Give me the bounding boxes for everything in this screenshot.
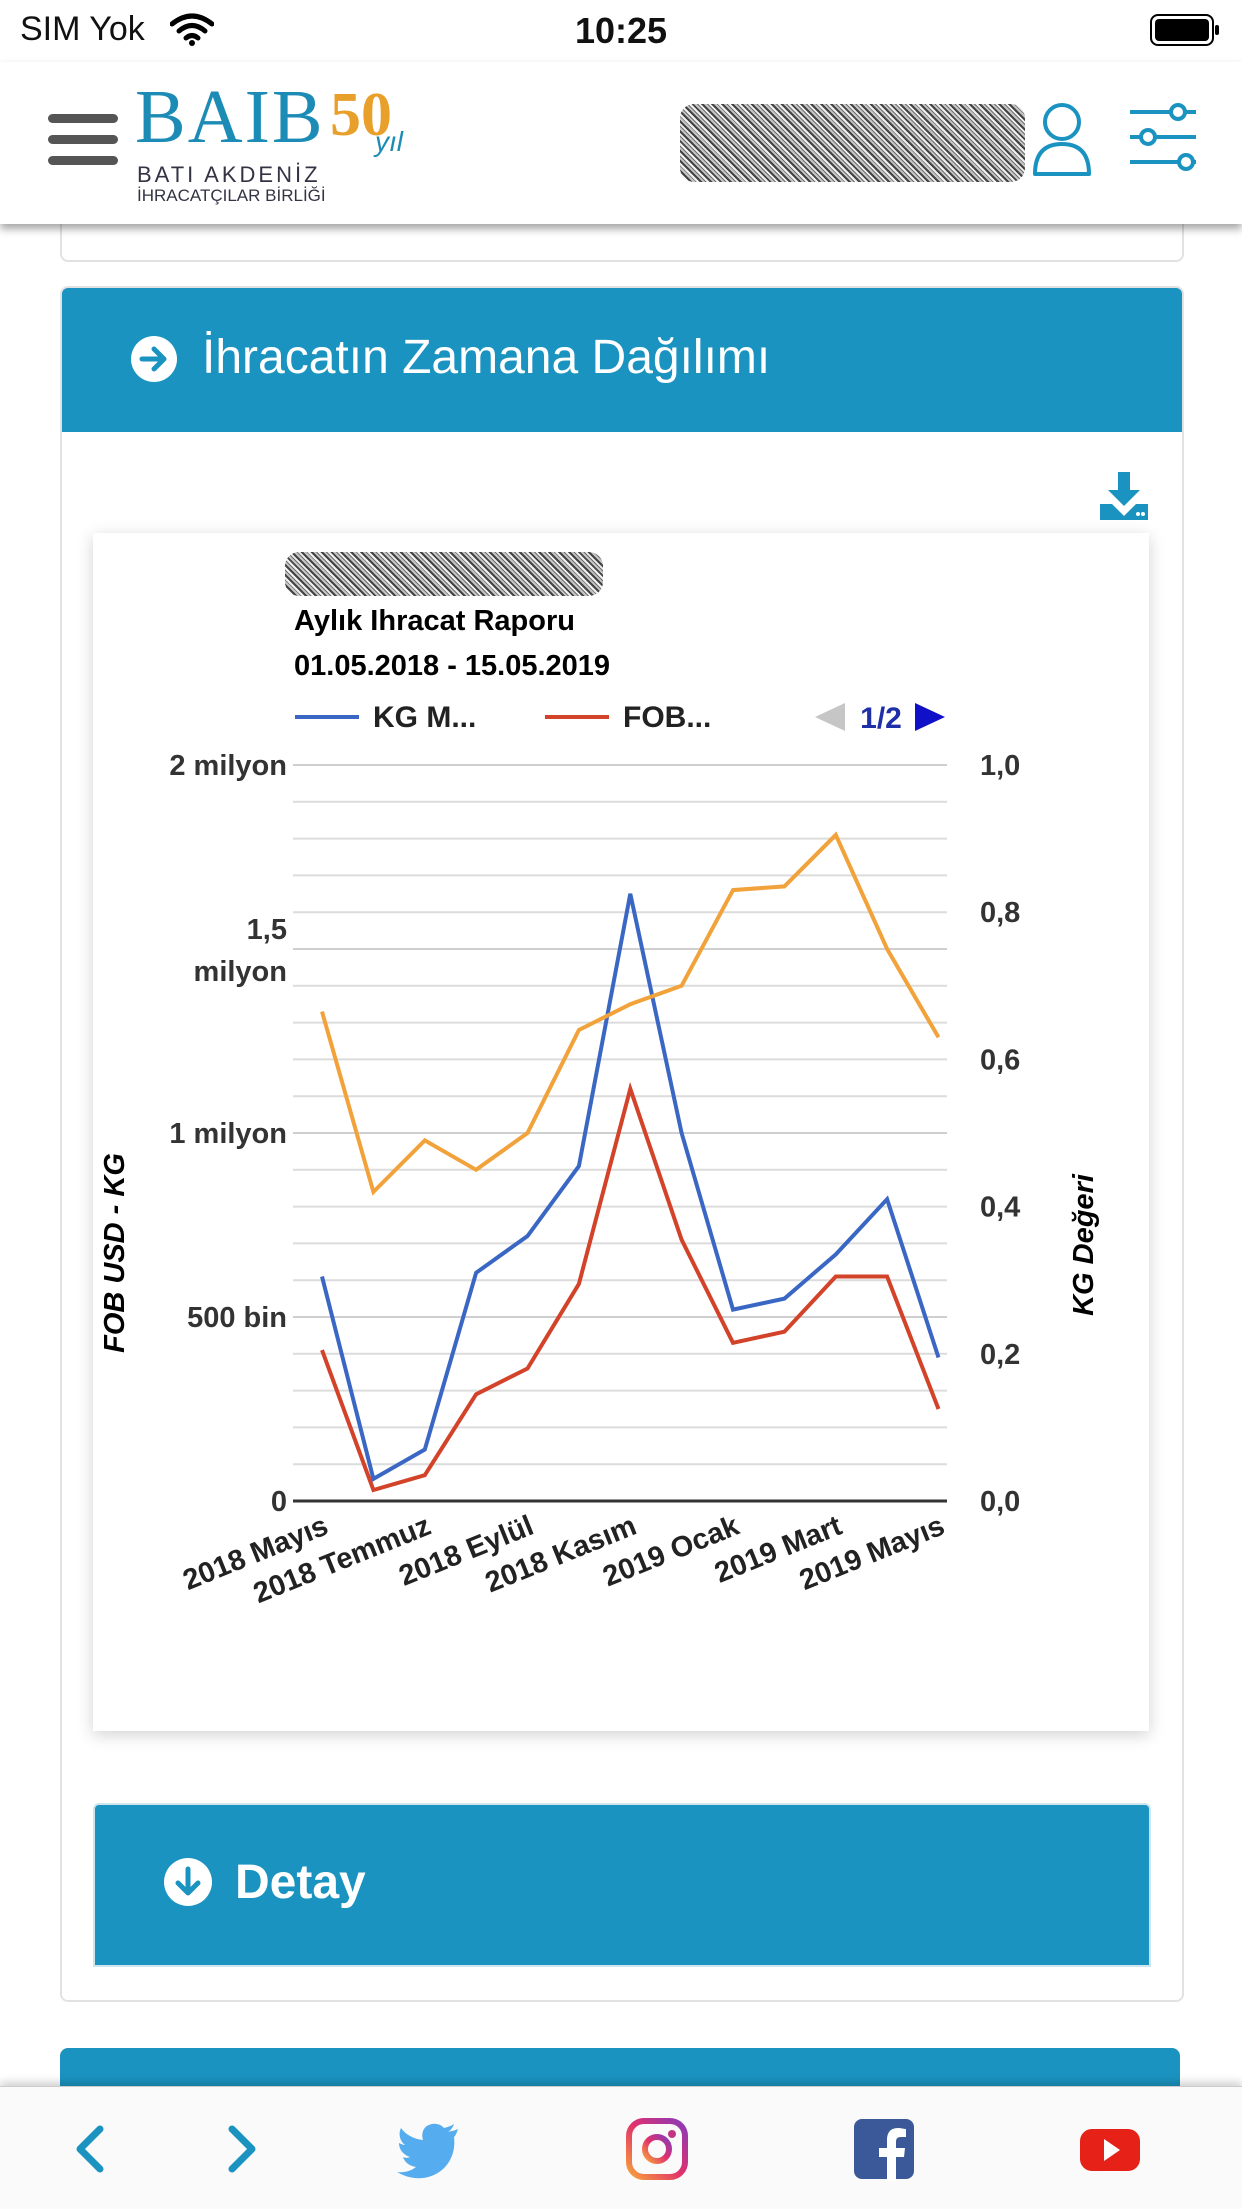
legend-page-indicator: 1/2 [860,702,902,735]
legend-prev-icon[interactable] [815,703,845,731]
export-line-chart: Aylık Ihracat Raporu 01.05.2018 - 15.05.… [99,605,1100,1610]
y-tick-label: 1 milyon [169,1118,287,1150]
y2-tick-label: 0,2 [980,1339,1020,1371]
logo-line1: BATI AKDENİZ [137,162,321,187]
card-header[interactable]: İhracatın Zamana Dağılımı [62,288,1182,432]
redacted-username [680,104,1025,182]
logo-line2: İHRACATÇILAR BİRLİĞİ [137,186,326,205]
logo-yil: yıl [375,126,403,157]
legend-item: KG M... [373,701,476,734]
wifi-icon [170,13,214,46]
back-chevron-icon[interactable] [60,2117,124,2181]
y-tick-label: 2 milyon [169,750,287,782]
chart-legend: KG M... FOB... 1/2 [295,701,945,735]
series-line-2 [320,831,941,1196]
forward-chevron-icon[interactable] [208,2117,272,2181]
card-title: İhracatın Zamana Dağılımı [202,331,771,384]
download-icon[interactable] [1098,470,1150,522]
arrow-down-circle-icon [164,1858,212,1906]
instagram-icon[interactable] [625,2117,689,2181]
chart-subtitle: 01.05.2018 - 15.05.2019 [294,650,610,682]
y-tick-label: 500 bin [187,1302,287,1334]
app-header: BAIB 50 yıl BATI AKDENİZ İHRACATÇILAR Bİ… [0,62,1242,224]
y-tick-label: 0 [271,1486,287,1518]
filter-sliders-icon[interactable] [1128,102,1198,172]
detay-toggle[interactable]: Detay [93,1803,1151,1967]
carrier-label: SIM Yok [20,10,145,48]
chart-series [320,831,941,1493]
chart-title: Aylık Ihracat Raporu [294,605,575,637]
y2-tick-label: 0,0 [980,1486,1020,1518]
user-icon[interactable] [1030,98,1094,178]
previous-card-edge [60,200,1184,262]
y-tick-label: 1,5 milyon [194,914,287,988]
legend-next-icon[interactable] [915,703,945,731]
arrow-right-circle-icon [131,336,177,382]
twitter-icon[interactable] [396,2117,460,2181]
battery-icon [1150,14,1219,46]
y2-tick-label: 1,0 [980,750,1020,782]
y-axis-ticks: 2 milyon 1,5 milyon 1 milyon 500 bin 0 [169,750,287,1518]
y-axis-label: FOB USD - KG [99,1153,131,1353]
logo-main-text: BAIB [135,75,325,159]
detay-label: Detay [235,1856,366,1909]
y2-tick-label: 0,4 [980,1192,1020,1224]
legend-item: FOB... [623,701,711,734]
baib-logo[interactable]: BAIB 50 yıl BATI AKDENİZ İHRACATÇILAR Bİ… [135,72,425,212]
logo-50: 50 [330,81,392,149]
bottom-toolbar [0,2086,1242,2209]
hamburger-menu-icon[interactable] [48,114,118,168]
y2-axis-label: KG Değeri [1068,1173,1100,1316]
y2-tick-label: 0,6 [980,1044,1020,1076]
redacted-chart-header [285,552,603,596]
series-line-1 [320,1081,941,1493]
youtube-icon[interactable] [1078,2117,1142,2181]
status-bar: SIM Yok 10:25 [0,0,1242,62]
series-line-0 [320,893,941,1482]
y2-tick-label: 0,8 [980,897,1020,929]
facebook-icon[interactable] [852,2117,916,2181]
y2-axis-ticks: 1,0 0,8 0,6 0,4 0,2 0,0 [980,750,1020,1518]
next-card-header [60,2048,1180,2088]
